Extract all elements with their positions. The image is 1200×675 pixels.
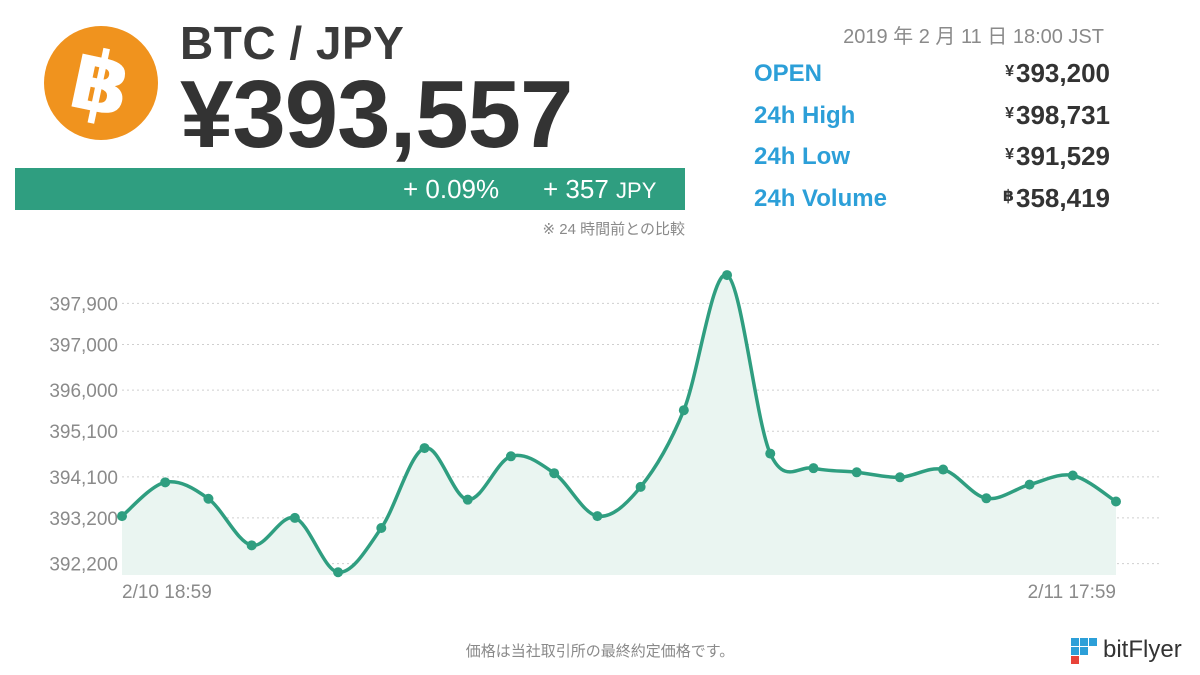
y-tick-label: 395,100 bbox=[49, 422, 118, 443]
footer-note: 価格は当社取引所の最終約定価格です。 bbox=[465, 643, 735, 660]
stat-value: ¥393,200 bbox=[1005, 58, 1110, 89]
x-tick-label: 2/10 18:59 bbox=[122, 582, 212, 603]
bitflyer-logo-icon bbox=[1071, 638, 1097, 664]
stat-number: 398,731 bbox=[1016, 99, 1110, 130]
stat-label: 24h High bbox=[754, 101, 856, 129]
stat-row-volume: 24h Volume ฿358,419 bbox=[754, 179, 1110, 221]
data-point bbox=[678, 405, 689, 416]
change-percent: + 0.09% bbox=[403, 174, 500, 204]
data-point bbox=[117, 511, 127, 522]
bitcoin-icon: ฿ bbox=[62, 30, 140, 136]
y-tick-label: 397,900 bbox=[49, 294, 118, 315]
data-point bbox=[894, 472, 905, 483]
data-point bbox=[851, 467, 862, 478]
stat-label: 24h Low bbox=[754, 143, 851, 170]
stats-panel: OPEN ¥393,200 24h High ¥398,731 24h Low … bbox=[754, 54, 1110, 220]
stat-row-low: 24h Low ¥391,529 bbox=[754, 137, 1110, 179]
data-point bbox=[289, 512, 300, 523]
price-chart: 392,200 393,200 394,100 395,100 396,000 397,0… bbox=[49, 270, 1160, 603]
y-tick-label: 393,200 bbox=[49, 509, 118, 530]
x-tick-label: 2/11 17:59 bbox=[1028, 582, 1116, 603]
stat-number: 391,529 bbox=[1016, 141, 1110, 171]
data-point bbox=[203, 493, 214, 504]
stat-row-open: OPEN ¥393,200 bbox=[754, 54, 1110, 96]
stat-row-high: 24h High ¥398,731 bbox=[754, 96, 1110, 138]
data-point bbox=[1111, 496, 1121, 507]
currency-symbol: ฿ bbox=[1002, 187, 1015, 205]
brand-name: bitFlyer bbox=[1103, 636, 1182, 663]
data-point bbox=[981, 493, 992, 504]
data-point bbox=[160, 477, 171, 488]
currency-symbol: ¥ bbox=[1005, 146, 1015, 163]
change-bar: + 0.09% + 357 JPY bbox=[15, 168, 685, 210]
y-tick-label: 396,000 bbox=[49, 381, 118, 402]
stat-number: 393,200 bbox=[1016, 58, 1110, 88]
area-fill bbox=[122, 274, 1116, 575]
data-point bbox=[938, 464, 949, 475]
change-unit: JPY bbox=[616, 178, 657, 203]
data-point bbox=[1024, 479, 1035, 490]
timestamp: 2019 年 2 月 11 日 18:00 JST bbox=[843, 26, 1104, 48]
data-point bbox=[808, 463, 819, 474]
data-point bbox=[1067, 470, 1078, 481]
y-tick-label: 392,200 bbox=[49, 555, 118, 576]
current-price: ¥393,557 bbox=[180, 61, 573, 168]
data-point bbox=[592, 511, 603, 522]
stat-value: ¥398,731 bbox=[1005, 100, 1110, 131]
bitcoin-logo: ฿ bbox=[44, 26, 158, 140]
data-point bbox=[635, 481, 646, 492]
data-point bbox=[333, 567, 344, 578]
data-point bbox=[722, 270, 733, 281]
change-amount-group: + 357 JPY bbox=[543, 174, 656, 205]
data-point bbox=[549, 468, 560, 479]
pair-title: BTC / JPY bbox=[180, 17, 405, 69]
stat-label: 24h Volume bbox=[754, 184, 887, 212]
currency-symbol: ¥ bbox=[1005, 104, 1015, 122]
y-tick-label: 397,000 bbox=[49, 335, 118, 356]
data-point bbox=[765, 448, 776, 459]
data-point bbox=[419, 443, 430, 454]
data-point bbox=[376, 522, 387, 533]
stat-number: 358,419 bbox=[1016, 182, 1110, 213]
stat-value: ¥391,529 bbox=[1005, 141, 1110, 172]
comparison-note: ※ 24 時間前との比較 bbox=[542, 221, 685, 238]
change-amount: + 357 bbox=[543, 174, 609, 204]
data-point bbox=[246, 540, 257, 551]
data-point bbox=[505, 451, 516, 462]
stat-value: ฿358,419 bbox=[1003, 183, 1110, 214]
currency-symbol: ¥ bbox=[1005, 63, 1015, 80]
stat-label: OPEN bbox=[754, 60, 823, 87]
y-tick-label: 394,100 bbox=[49, 468, 118, 489]
data-point bbox=[462, 494, 473, 505]
